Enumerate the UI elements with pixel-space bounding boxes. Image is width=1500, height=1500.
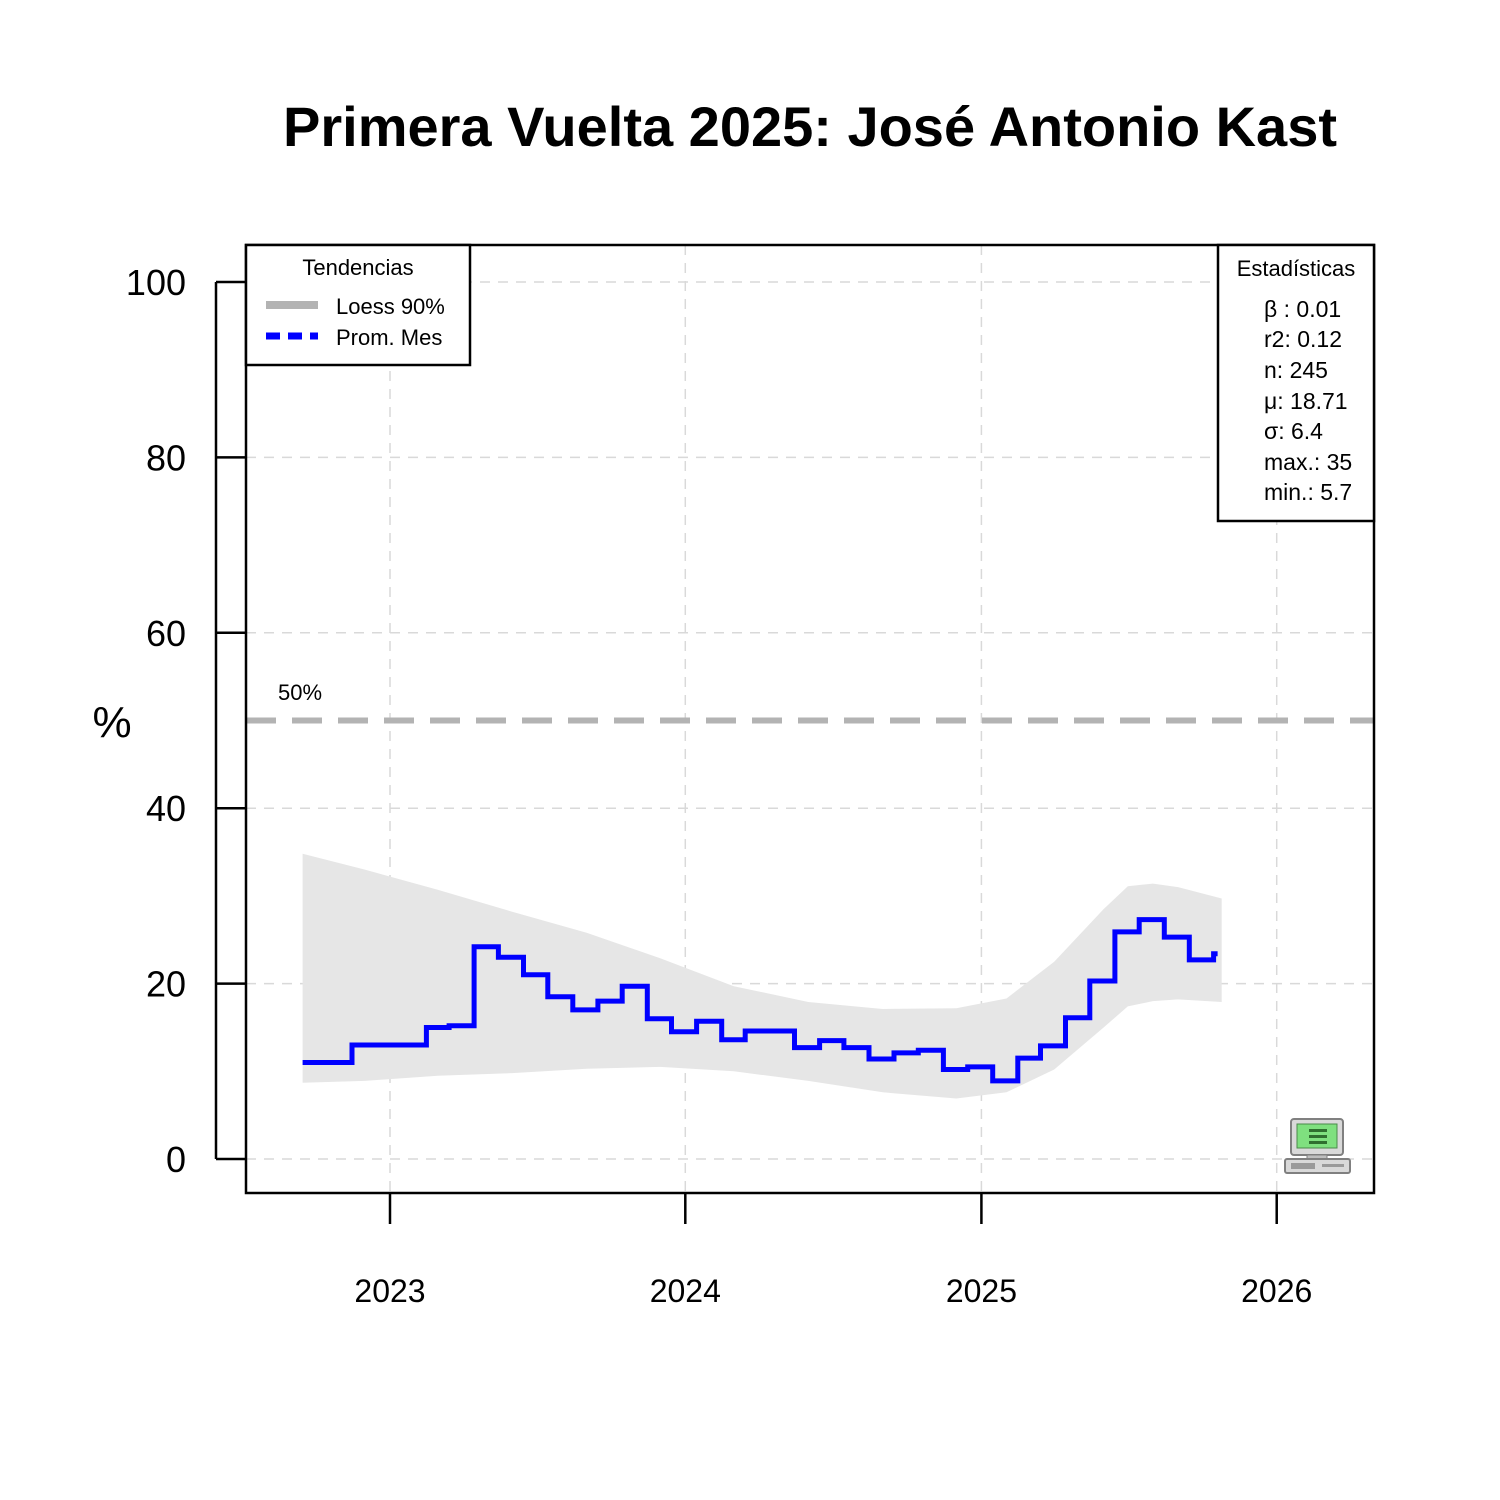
y-axis: 0 20 40 60 80 100 (126, 262, 246, 1180)
stats-box: Estadísticas β : 0.01 r2: 0.12 n: 245 μ:… (1216, 243, 1376, 523)
stat-r2: r2: 0.12 (1264, 326, 1342, 352)
reference-line-label: 50% (278, 680, 322, 705)
x-tick-label: 2026 (1241, 1273, 1312, 1309)
y-tick-label: 20 (146, 964, 186, 1005)
y-tick-label: 40 (146, 788, 186, 829)
plot-frame (244, 243, 1376, 1195)
x-tick-label: 2025 (946, 1273, 1017, 1309)
y-axis-label: % (92, 698, 131, 747)
y-tick-label: 100 (126, 262, 186, 303)
y-tick-label: 80 (146, 437, 186, 478)
stat-sd: σ: 6.4 (1264, 418, 1323, 444)
legend-entry-loess: Loess 90% (336, 294, 445, 319)
stat-max: max.: 35 (1264, 449, 1352, 475)
y-tick-label: 0 (166, 1139, 186, 1180)
monthly-average-line (302, 917, 1218, 1084)
legend-title: Tendencias (302, 255, 413, 280)
legend-entry-prom-mes: Prom. Mes (336, 325, 442, 350)
x-axis: 2023 2024 2025 2026 (354, 1193, 1312, 1309)
stat-mean: μ: 18.71 (1264, 388, 1348, 414)
legend: Tendencias Loess 90% Prom. Mes (244, 243, 472, 367)
loess-band (302, 853, 1222, 1099)
x-tick-label: 2024 (650, 1273, 721, 1309)
chart-title: Primera Vuelta 2025: José Antonio Kast (283, 95, 1337, 158)
y-tick-label: 60 (146, 613, 186, 654)
x-tick-label: 2023 (354, 1273, 425, 1309)
stats-title: Estadísticas (1237, 256, 1356, 281)
stat-n: n: 245 (1264, 357, 1328, 383)
stat-beta: β : 0.01 (1264, 296, 1341, 322)
stat-min: min.: 5.7 (1264, 479, 1352, 505)
computer-icon (1284, 1118, 1351, 1174)
